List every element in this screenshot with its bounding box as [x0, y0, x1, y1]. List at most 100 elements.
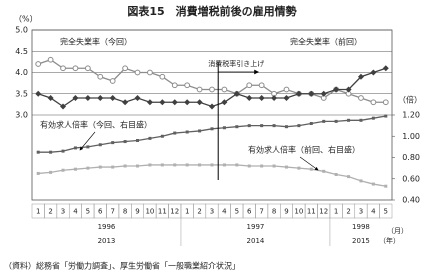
y-tick-label: 3.5 — [15, 89, 28, 98]
year-label: 2013 — [98, 237, 116, 245]
point — [359, 179, 363, 183]
month-label: （月） — [387, 227, 408, 235]
point — [345, 86, 352, 93]
year-label: 1998 — [352, 223, 370, 231]
point — [333, 86, 340, 93]
point — [47, 95, 54, 101]
point — [196, 86, 203, 93]
year-label: 1996 — [98, 223, 116, 231]
point — [86, 145, 90, 149]
point — [334, 173, 338, 176]
x-tick-label: 4 — [222, 208, 227, 216]
point — [109, 95, 116, 101]
point — [233, 90, 240, 97]
year-label: 2015 — [352, 237, 370, 245]
x-tick-label: 5 — [384, 208, 388, 216]
y-tick-label: 5.0 — [15, 26, 28, 35]
point — [320, 90, 327, 97]
x-tick-label: 8 — [123, 208, 127, 216]
point — [384, 184, 388, 188]
point — [222, 163, 226, 167]
point — [123, 140, 127, 144]
point — [235, 125, 239, 129]
point — [221, 86, 228, 93]
point — [210, 163, 214, 167]
point — [382, 65, 389, 72]
point — [184, 82, 191, 89]
y2-tick-label: 0.40 — [402, 196, 420, 205]
label-leader — [299, 156, 319, 171]
point — [60, 65, 66, 72]
point — [209, 86, 215, 93]
point — [196, 99, 203, 106]
point — [222, 126, 226, 130]
chart-title: 図表15 消費増税前後の雇用情勢 — [127, 4, 296, 18]
series-label: 完全失業率（前回） — [290, 37, 362, 47]
point — [309, 122, 313, 125]
point — [86, 166, 90, 170]
point — [384, 114, 388, 118]
plot-frame — [31, 29, 393, 201]
x-tick-label: 9 — [284, 208, 288, 216]
point — [198, 129, 202, 133]
y-axis-label: （%） — [14, 15, 38, 24]
y-tick-label: 4.5 — [15, 47, 28, 56]
point — [97, 73, 104, 80]
point — [173, 163, 177, 167]
point — [123, 164, 127, 168]
series-line — [38, 164, 386, 187]
point — [122, 65, 129, 72]
x-tick-label: 6 — [98, 208, 103, 216]
series-label: 有効求人倍率（前回、右目盛） — [248, 145, 360, 155]
y2-tick-label: 1.00 — [402, 132, 420, 141]
x-tick-label: 1 — [185, 208, 189, 216]
point — [247, 164, 251, 168]
point — [36, 171, 40, 175]
point — [309, 167, 313, 171]
point — [184, 99, 191, 106]
point — [370, 99, 377, 106]
x-tick-label: 9 — [135, 208, 139, 216]
x-tick-label: 2 — [48, 208, 52, 216]
x-tick-label: 7 — [110, 208, 114, 216]
point — [297, 166, 301, 170]
point — [160, 134, 164, 138]
series-label: 有効求人倍率（今回、右目盛） — [40, 120, 152, 130]
x-tick-label: 11 — [158, 208, 167, 216]
month-cell — [379, 203, 393, 219]
point — [136, 139, 140, 142]
point — [210, 127, 214, 131]
point — [171, 82, 178, 89]
point — [36, 150, 40, 154]
year-unit: （年） — [379, 236, 400, 245]
year-label: 2014 — [247, 237, 265, 245]
point — [159, 73, 166, 80]
y-tick-label: 4.0 — [15, 68, 28, 77]
y2-tick-label: 1.20 — [402, 111, 420, 120]
point — [258, 95, 265, 101]
point — [347, 175, 351, 179]
point — [260, 124, 264, 128]
point — [146, 99, 153, 106]
point — [221, 99, 228, 106]
point — [284, 165, 288, 169]
point — [147, 69, 153, 76]
point — [97, 95, 104, 101]
x-tick-label: 10 — [145, 208, 154, 216]
point — [61, 168, 65, 172]
x-tick-label: 12 — [319, 208, 328, 216]
y2-tick-label: 0.60 — [402, 174, 420, 183]
x-tick-label: 2 — [346, 208, 350, 216]
point — [185, 163, 189, 167]
x-tick-label: 8 — [272, 208, 276, 216]
point — [322, 119, 326, 123]
point — [247, 124, 251, 128]
x-tick-label: 5 — [86, 208, 90, 216]
point — [173, 131, 177, 135]
point — [60, 103, 67, 110]
point — [111, 165, 115, 169]
point — [84, 65, 91, 72]
point — [371, 182, 375, 186]
point — [35, 90, 42, 97]
